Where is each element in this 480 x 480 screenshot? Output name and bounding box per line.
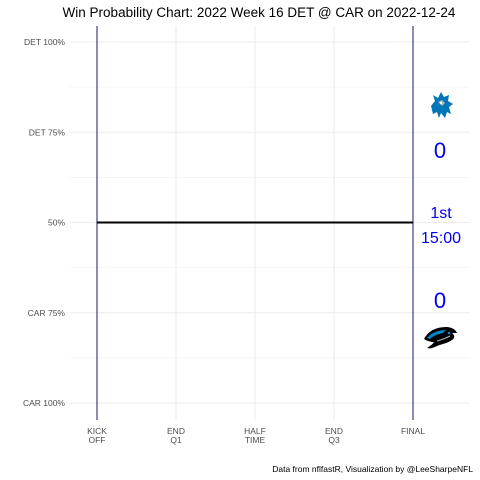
away-score: 0 xyxy=(434,138,446,163)
x-tick-label: END Q1 xyxy=(167,426,185,445)
x-tick-label: FINAL xyxy=(401,426,425,436)
y-tick-label: DET 100% xyxy=(24,37,65,47)
lions-logo xyxy=(431,92,453,118)
chart-title: Win Probability Chart: 2022 Week 16 DET … xyxy=(63,5,456,20)
panthers-logo xyxy=(424,327,457,349)
y-tick-label: DET 75% xyxy=(29,127,66,137)
y-tick-label: CAR 75% xyxy=(28,308,66,318)
x-axis-ticks: KICK OFF END Q1 HALF TIME END Q3 FINAL xyxy=(87,426,425,445)
x-tick-label: KICK OFF xyxy=(87,426,107,445)
x-tick-label: END Q3 xyxy=(325,426,343,445)
home-score: 0 xyxy=(434,288,446,313)
y-tick-label: 50% xyxy=(48,218,65,228)
x-tick-label: HALF TIME xyxy=(244,426,266,445)
y-axis-ticks: DET 100% DET 75% 50% CAR 75% CAR 100% xyxy=(23,37,66,408)
y-tick-label: CAR 100% xyxy=(23,398,65,408)
quarter-label: 1st xyxy=(430,205,452,222)
game-clock: 15:00 xyxy=(421,230,461,247)
chart-caption: Data from nflfastR, Visualization by @Le… xyxy=(272,464,473,474)
